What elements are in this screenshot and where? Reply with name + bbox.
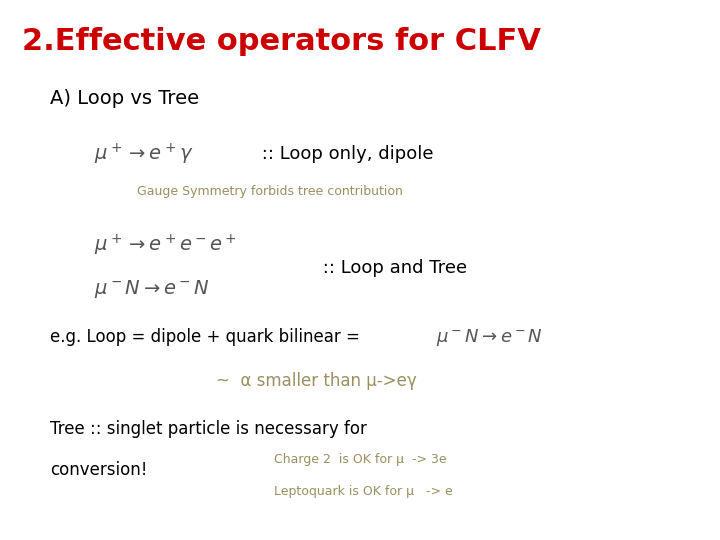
Text: $\mu^- N \rightarrow e^- N$: $\mu^- N \rightarrow e^- N$ xyxy=(436,327,542,348)
Text: $\mu^+ \rightarrow e^+\gamma$: $\mu^+ \rightarrow e^+\gamma$ xyxy=(94,141,193,166)
Text: :: Loop and Tree: :: Loop and Tree xyxy=(317,259,467,278)
Text: $\mu^+ \rightarrow e^+e^-e^+$: $\mu^+ \rightarrow e^+e^-e^+$ xyxy=(94,233,236,258)
Text: A) Loop vs Tree: A) Loop vs Tree xyxy=(50,89,199,108)
Text: Leptoquark is OK for μ   -> e: Leptoquark is OK for μ -> e xyxy=(274,485,452,498)
Text: ~  α smaller than μ->eγ: ~ α smaller than μ->eγ xyxy=(216,372,417,390)
Text: 2.Effective operators for CLFV: 2.Effective operators for CLFV xyxy=(22,27,541,56)
Text: $\mu^- N \rightarrow e^- N$: $\mu^- N \rightarrow e^- N$ xyxy=(94,278,210,300)
Text: conversion!: conversion! xyxy=(50,461,148,479)
Text: :: Loop only, dipole: :: Loop only, dipole xyxy=(256,145,433,163)
Text: e.g. Loop = dipole + quark bilinear =: e.g. Loop = dipole + quark bilinear = xyxy=(50,328,366,347)
Text: Gauge Symmetry forbids tree contribution: Gauge Symmetry forbids tree contribution xyxy=(137,185,402,198)
Text: Charge 2  is OK for μ  -> 3e: Charge 2 is OK for μ -> 3e xyxy=(274,453,446,465)
Text: Tree :: singlet particle is necessary for: Tree :: singlet particle is necessary fo… xyxy=(50,420,367,438)
